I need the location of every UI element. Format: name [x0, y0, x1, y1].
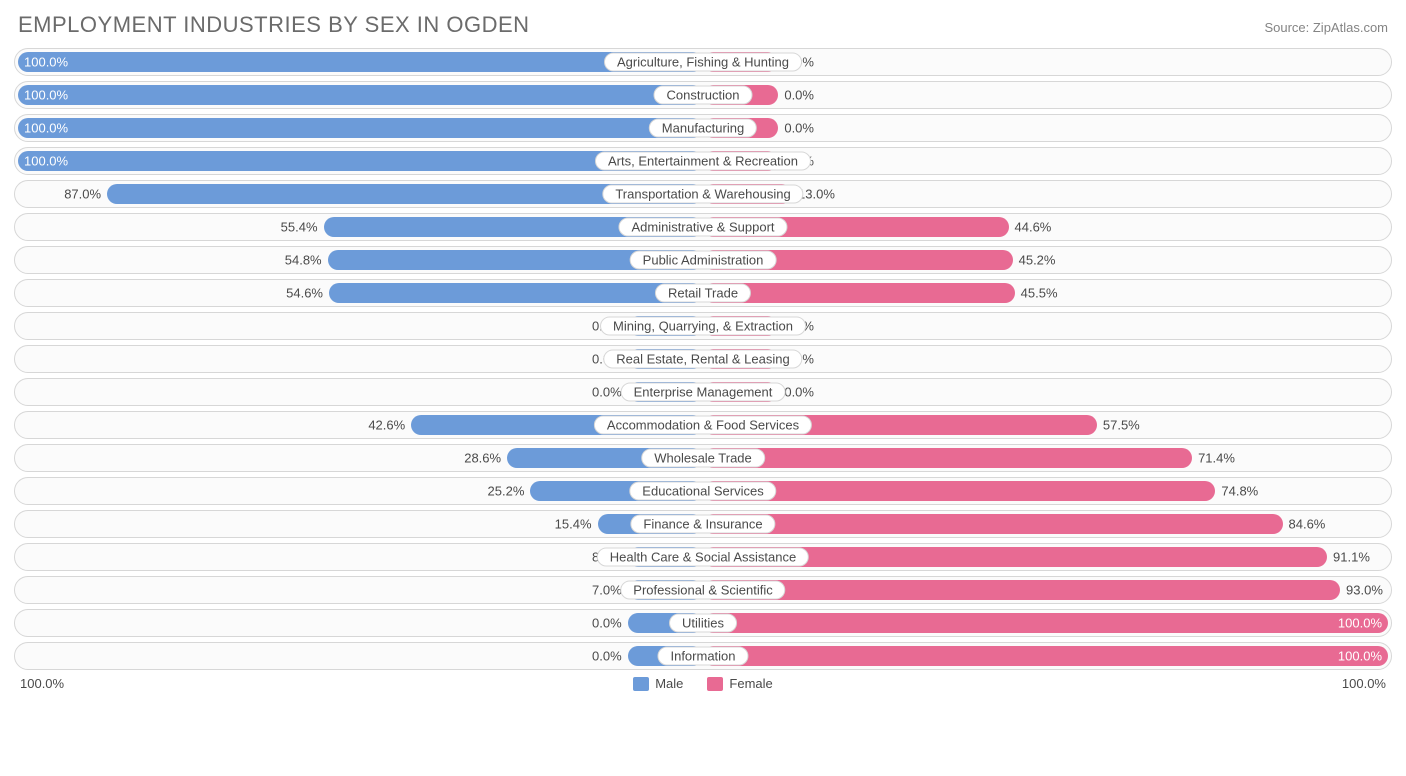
female-bar [703, 448, 1192, 468]
chart-row: 42.6% 57.5% Accommodation & Food Services [14, 411, 1392, 439]
chart-header: EMPLOYMENT INDUSTRIES BY SEX IN OGDEN So… [14, 12, 1392, 38]
legend: Male Female [633, 676, 773, 691]
female-pct: 0.0% [784, 88, 814, 103]
axis-left-label: 100.0% [20, 676, 64, 691]
category-label: Information [657, 647, 748, 666]
female-bar [703, 514, 1283, 534]
chart-row: 87.0% 13.0%Transportation & Warehousing [14, 180, 1392, 208]
male-pct: 42.6% [368, 418, 405, 433]
chart-row: 28.6% 71.4% Wholesale Trade [14, 444, 1392, 472]
female-pct: 100.0% [1338, 649, 1382, 664]
axis-right-label: 100.0% [1342, 676, 1386, 691]
female-pct: 45.5% [1021, 286, 1058, 301]
male-bar [18, 85, 703, 105]
female-bar [703, 646, 1388, 666]
female-pct: 100.0% [1338, 616, 1382, 631]
chart-title: EMPLOYMENT INDUSTRIES BY SEX IN OGDEN [18, 12, 530, 38]
male-bar [18, 118, 703, 138]
male-pct: 0.0% [592, 616, 622, 631]
legend-item-male: Male [633, 676, 683, 691]
category-label: Professional & Scientific [620, 581, 785, 600]
category-label: Agriculture, Fishing & Hunting [604, 53, 802, 72]
male-pct: 54.6% [286, 286, 323, 301]
category-label: Real Estate, Rental & Leasing [603, 350, 802, 369]
category-label: Transportation & Warehousing [602, 185, 803, 204]
female-bar [703, 580, 1340, 600]
male-pct: 28.6% [464, 451, 501, 466]
chart-rows: 100.0%0.0%Agriculture, Fishing & Hunting… [14, 48, 1392, 670]
legend-label-female: Female [729, 676, 772, 691]
category-label: Enterprise Management [621, 383, 786, 402]
category-label: Manufacturing [649, 119, 757, 138]
female-pct: 93.0% [1346, 583, 1383, 598]
category-label: Utilities [669, 614, 737, 633]
female-pct: 0.0% [784, 121, 814, 136]
chart-row: 15.4% 84.6% Finance & Insurance [14, 510, 1392, 538]
female-bar [703, 481, 1215, 501]
chart-row: 0.0% 100.0% Information [14, 642, 1392, 670]
category-label: Administrative & Support [618, 218, 787, 237]
chart-row: 100.0%0.0%Agriculture, Fishing & Hunting [14, 48, 1392, 76]
chart-source: Source: ZipAtlas.com [1264, 20, 1388, 35]
male-pct: 54.8% [285, 253, 322, 268]
category-label: Educational Services [629, 482, 776, 501]
male-pct: 0.0% [592, 649, 622, 664]
chart-row: 0.0% 100.0% Utilities [14, 609, 1392, 637]
chart-row: 100.0% 0.0% Construction [14, 81, 1392, 109]
category-label: Construction [654, 86, 753, 105]
legend-swatch-female [707, 677, 723, 691]
male-pct: 100.0% [24, 55, 68, 70]
male-pct: 55.4% [281, 220, 318, 235]
chart-row: 54.8% 45.2% Public Administration [14, 246, 1392, 274]
female-pct: 91.1% [1333, 550, 1370, 565]
legend-label-male: Male [655, 676, 683, 691]
category-label: Retail Trade [655, 284, 751, 303]
female-pct: 44.6% [1015, 220, 1052, 235]
male-pct: 7.0% [592, 583, 622, 598]
female-pct: 84.6% [1289, 517, 1326, 532]
male-bar [18, 52, 703, 72]
male-pct: 100.0% [24, 121, 68, 136]
female-bar [703, 613, 1388, 633]
category-label: Finance & Insurance [630, 515, 775, 534]
female-pct: 0.0% [784, 385, 814, 400]
chart-footer: 100.0% Male Female 100.0% [14, 676, 1392, 691]
legend-item-female: Female [707, 676, 772, 691]
female-pct: 45.2% [1019, 253, 1056, 268]
male-bar [329, 283, 703, 303]
chart-row: 25.2% 74.8% Educational Services [14, 477, 1392, 505]
male-pct: 87.0% [64, 187, 101, 202]
female-pct: 57.5% [1103, 418, 1140, 433]
female-pct: 13.0% [798, 187, 835, 202]
male-pct: 100.0% [24, 154, 68, 169]
chart-row: 100.0% 0.0% Manufacturing [14, 114, 1392, 142]
chart-row: 7.0% 93.0% Professional & Scientific [14, 576, 1392, 604]
male-pct: 25.2% [488, 484, 525, 499]
chart-row: 100.0%0.0%Arts, Entertainment & Recreati… [14, 147, 1392, 175]
category-label: Health Care & Social Assistance [597, 548, 809, 567]
male-pct: 15.4% [555, 517, 592, 532]
category-label: Mining, Quarrying, & Extraction [600, 317, 806, 336]
female-pct: 71.4% [1198, 451, 1235, 466]
category-label: Arts, Entertainment & Recreation [595, 152, 811, 171]
legend-swatch-male [633, 677, 649, 691]
category-label: Public Administration [630, 251, 777, 270]
chart-row: 54.6% 45.5% Retail Trade [14, 279, 1392, 307]
chart-row: 8.9%91.1%Health Care & Social Assistance [14, 543, 1392, 571]
male-pct: 0.0% [592, 385, 622, 400]
category-label: Accommodation & Food Services [594, 416, 812, 435]
chart-row: 0.0%0.0%Real Estate, Rental & Leasing [14, 345, 1392, 373]
chart-row: 55.4% 44.6% Administrative & Support [14, 213, 1392, 241]
chart-row: 0.0%0.0%Mining, Quarrying, & Extraction [14, 312, 1392, 340]
male-pct: 100.0% [24, 88, 68, 103]
chart-row: 0.0% 0.0%Enterprise Management [14, 378, 1392, 406]
female-pct: 74.8% [1221, 484, 1258, 499]
category-label: Wholesale Trade [641, 449, 765, 468]
